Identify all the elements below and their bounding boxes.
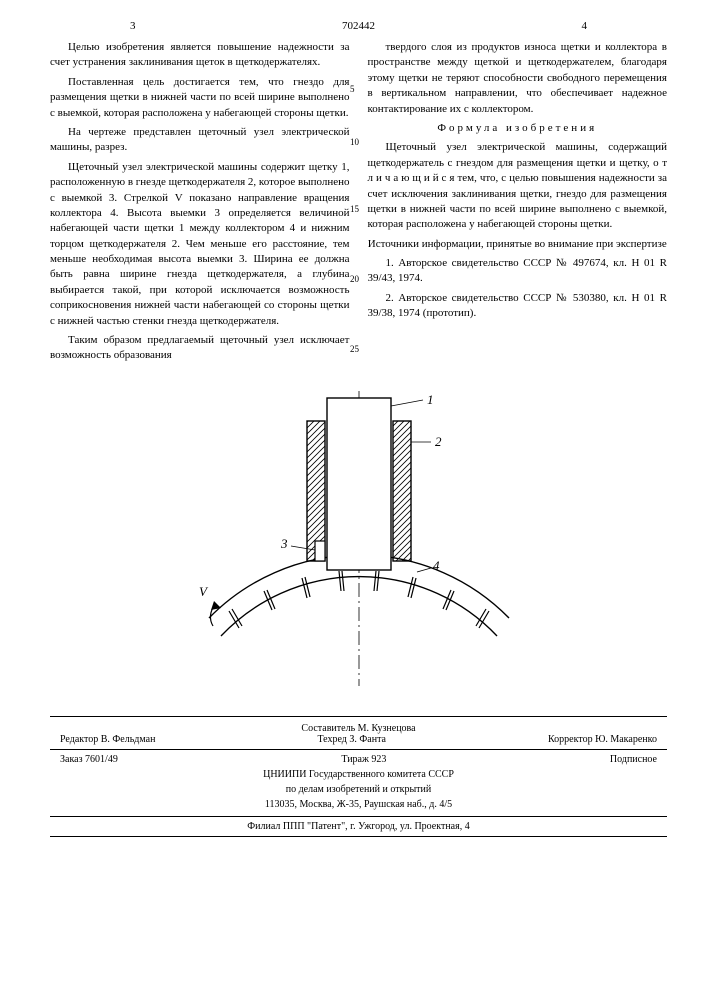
org-line-2: по делам изобретений и открытий xyxy=(50,784,667,795)
page-left: 3 xyxy=(130,20,136,32)
right-column: твердого слоя из продуктов износа щетки … xyxy=(368,40,668,368)
techred: Техред З. Фанта xyxy=(317,734,386,745)
fig-label-2: 2 xyxy=(435,434,442,449)
page-right: 4 xyxy=(582,20,588,32)
line-marker: 15 xyxy=(350,205,359,214)
branch-line: Филиал ППП "Патент", г. Ужгород, ул. Про… xyxy=(50,817,667,837)
body-text: Целью изобретения является повышение над… xyxy=(50,40,350,71)
line-marker: 25 xyxy=(350,345,359,354)
line-marker: 5 xyxy=(350,85,355,94)
fig-label-4: 4 xyxy=(433,558,440,573)
line-marker: 20 xyxy=(350,275,359,284)
signed: Подписное xyxy=(610,754,657,765)
body-text: Таким образом предлагаемый щеточный узел… xyxy=(50,333,350,364)
formula-heading: Формула изобретения xyxy=(368,121,668,136)
patent-number: 702442 xyxy=(342,20,375,32)
ref-item: 1. Авторское свидетельство СССР № 497674… xyxy=(368,256,668,287)
editor: Редактор В. Фельдман xyxy=(60,734,155,745)
fig-label-v: V xyxy=(199,584,209,599)
tirage: Тираж 923 xyxy=(341,754,386,765)
left-column: Целью изобретения является повышение над… xyxy=(50,40,350,368)
body-text: твердого слоя из продуктов износа щетки … xyxy=(368,40,668,117)
body-text: На чертеже представлен щеточный узел эле… xyxy=(50,125,350,156)
claim-text: Щеточный узел электрической машины, соде… xyxy=(368,140,668,232)
ref-item: 2. Авторское свидетельство СССР № 530380… xyxy=(368,291,668,322)
org-line-1: ЦНИИПИ Государственного комитета СССР xyxy=(50,769,667,780)
org-address: 113035, Москва, Ж-35, Раушская наб., д. … xyxy=(50,799,667,810)
order-no: Заказ 7601/49 xyxy=(60,754,118,765)
fig-label-1: 1 xyxy=(427,392,434,407)
compiler: Составитель М. Кузнецова xyxy=(301,723,415,734)
patent-figure: 1 2 3 4 V xyxy=(50,386,667,696)
body-text: Щеточный узел электрической машины содер… xyxy=(50,160,350,329)
imprint-footer: Составитель М. Кузнецова Редактор В. Фел… xyxy=(50,716,667,817)
fig-label-3: 3 xyxy=(280,536,288,551)
body-text: Поставленная цель достигается тем, что г… xyxy=(50,75,350,121)
line-marker: 10 xyxy=(350,138,359,147)
corrector: Корректор Ю. Макаренко xyxy=(548,734,657,745)
refs-heading: Источники информации, принятые во вниман… xyxy=(368,237,668,252)
